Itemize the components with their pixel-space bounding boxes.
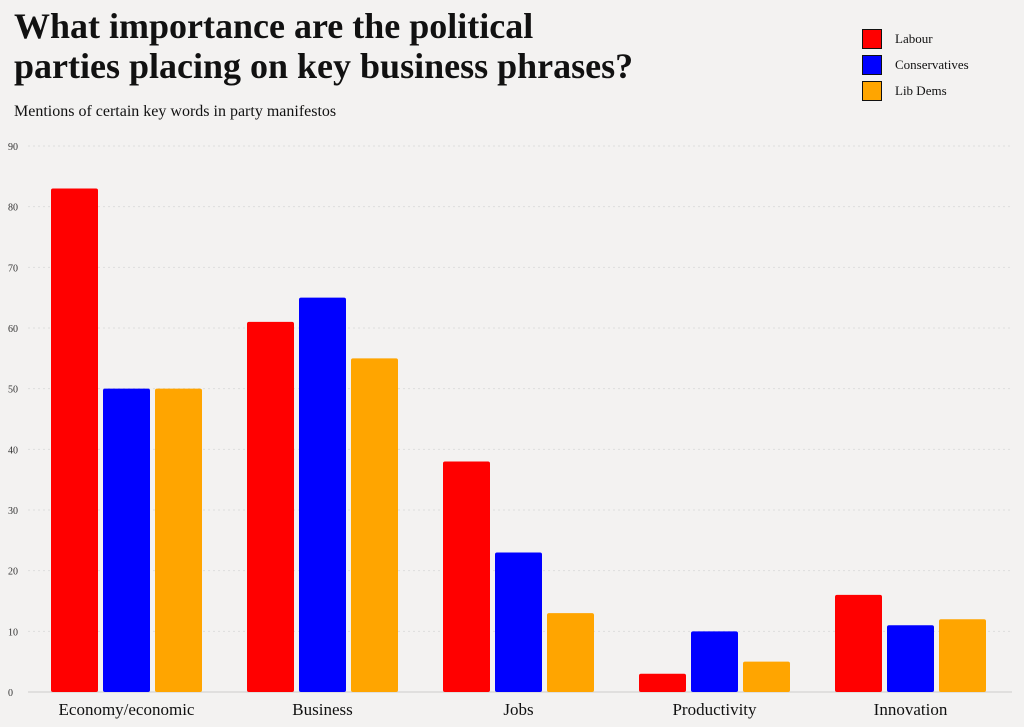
bar-labour xyxy=(443,461,490,692)
y-tick-label: 70 xyxy=(8,263,18,274)
y-tick-label: 30 xyxy=(8,506,18,517)
chart-subtitle: Mentions of certain key words in party m… xyxy=(14,103,337,120)
x-tick-label: Jobs xyxy=(503,700,533,719)
bar-conservatives xyxy=(495,552,542,692)
legend-label: Conservatives xyxy=(895,57,969,72)
bar-labour xyxy=(639,673,686,692)
x-tick-label: Innovation xyxy=(874,700,948,719)
bar-conservatives xyxy=(103,388,150,692)
legend-swatch xyxy=(862,81,882,101)
legend-label: Labour xyxy=(895,31,933,46)
y-tick-label: 50 xyxy=(8,385,18,396)
legend-item-lib-dems: Lib Dems xyxy=(862,78,969,104)
bar-labour xyxy=(247,321,294,692)
legend-swatch xyxy=(862,55,882,75)
x-tick-label: Productivity xyxy=(672,700,757,719)
x-tick-label: Business xyxy=(292,700,352,719)
y-tick-label: 10 xyxy=(8,627,18,638)
bar-lib-dems xyxy=(351,358,398,692)
bar-lib-dems xyxy=(547,613,594,692)
y-tick-label: 60 xyxy=(8,324,18,335)
legend-swatch xyxy=(862,29,882,49)
legend-label: Lib Dems xyxy=(895,83,947,98)
y-tick-label: 0 xyxy=(8,688,13,699)
bar-lib-dems xyxy=(743,661,790,692)
y-tick-label: 90 xyxy=(8,142,18,153)
legend-item-labour: Labour xyxy=(862,26,969,52)
y-tick-label: 80 xyxy=(8,203,18,214)
bar-labour xyxy=(835,594,882,692)
chart-title: What importance are the political parties… xyxy=(14,6,634,86)
bar-conservatives xyxy=(691,631,738,692)
bar-conservatives xyxy=(887,625,934,692)
legend: Labour Conservatives Lib Dems xyxy=(862,26,969,104)
bar-labour xyxy=(51,188,98,692)
x-tick-label: Economy/economic xyxy=(59,700,195,719)
bar-lib-dems xyxy=(155,388,202,692)
y-tick-label: 20 xyxy=(8,567,18,578)
bar-lib-dems xyxy=(939,619,986,692)
y-tick-label: 40 xyxy=(8,445,18,456)
legend-item-conservatives: Conservatives xyxy=(862,52,969,78)
bar-conservatives xyxy=(299,297,346,692)
